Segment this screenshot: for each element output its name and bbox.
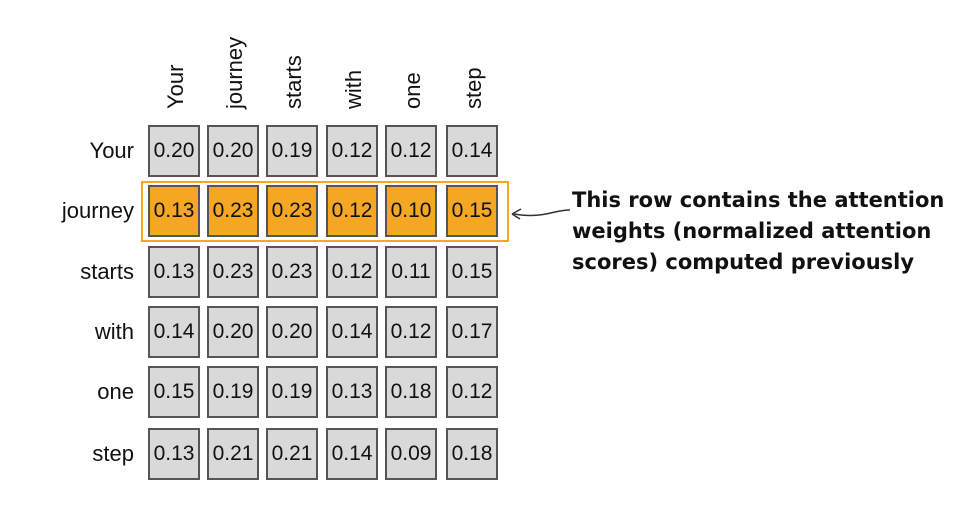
row-label: step xyxy=(92,441,134,466)
weight-cell: 0.14 xyxy=(446,125,498,177)
weight-cell: 0.20 xyxy=(148,125,200,177)
annotation-line-2: weights (normalized attention xyxy=(572,219,932,243)
row-label: with xyxy=(94,319,134,344)
weight-cell: 0.18 xyxy=(385,366,437,418)
annotation-text: This row contains the attention weights … xyxy=(572,185,962,278)
arrow-icon xyxy=(511,208,571,220)
weight-cell: 0.12 xyxy=(385,125,437,177)
weight-cell: 0.23 xyxy=(207,246,259,298)
weight-cell: 0.09 xyxy=(385,428,437,480)
weight-cell: 0.13 xyxy=(148,428,200,480)
weight-cell: 0.21 xyxy=(266,428,318,480)
weight-cell: 0.19 xyxy=(207,366,259,418)
row-label: starts xyxy=(80,259,134,284)
column-label: journey xyxy=(207,0,263,115)
weight-cell: 0.21 xyxy=(207,428,259,480)
column-label-text: one xyxy=(400,72,425,109)
weight-cell: 0.20 xyxy=(207,306,259,358)
weight-cell: 0.15 xyxy=(148,366,200,418)
weight-cell: 0.14 xyxy=(326,428,378,480)
column-label-text: step xyxy=(461,67,486,109)
column-label: with xyxy=(326,0,382,115)
column-label-text: Your xyxy=(163,64,188,109)
highlighted-weight-cell: 0.10 xyxy=(385,185,437,237)
weight-cell: 0.18 xyxy=(446,428,498,480)
weight-cell: 0.11 xyxy=(385,246,437,298)
column-label: step xyxy=(446,0,502,115)
column-label: Your xyxy=(148,0,204,115)
highlighted-weight-cell: 0.23 xyxy=(207,185,259,237)
weight-cell: 0.20 xyxy=(266,306,318,358)
row-label: journey xyxy=(61,198,134,223)
weight-cell: 0.19 xyxy=(266,366,318,418)
weight-cell: 0.23 xyxy=(266,246,318,298)
column-label-text: starts xyxy=(281,55,306,109)
column-label: starts xyxy=(266,0,322,115)
weight-cell: 0.20 xyxy=(207,125,259,177)
weight-cell: 0.13 xyxy=(326,366,378,418)
weight-cell: 0.12 xyxy=(326,125,378,177)
column-label-text: journey xyxy=(222,36,247,109)
column-label: one xyxy=(385,0,441,115)
weight-cell: 0.19 xyxy=(266,125,318,177)
row-label: Your xyxy=(89,138,134,163)
row-label: one xyxy=(97,379,134,404)
column-label-text: with xyxy=(341,69,366,109)
highlighted-weight-cell: 0.12 xyxy=(326,185,378,237)
highlighted-weight-cell: 0.23 xyxy=(266,185,318,237)
weight-cell: 0.12 xyxy=(326,246,378,298)
weight-cell: 0.12 xyxy=(385,306,437,358)
highlight-frame xyxy=(141,181,509,242)
annotation-line-3: scores) computed previously xyxy=(572,250,915,274)
highlighted-weight-cell: 0.15 xyxy=(446,185,498,237)
annotation-line-1: This row contains the attention xyxy=(572,188,945,212)
weight-cell: 0.12 xyxy=(446,366,498,418)
weight-cell: 0.15 xyxy=(446,246,498,298)
weight-cell: 0.14 xyxy=(326,306,378,358)
weight-cell: 0.13 xyxy=(148,246,200,298)
highlighted-weight-cell: 0.13 xyxy=(148,185,200,237)
weight-cell: 0.14 xyxy=(148,306,200,358)
weight-cell: 0.17 xyxy=(446,306,498,358)
